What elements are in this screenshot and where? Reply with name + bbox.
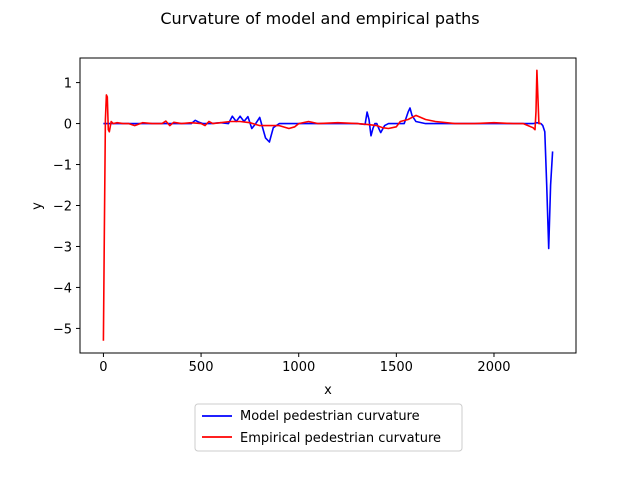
legend-label-model: Model pedestrian curvature [240, 409, 420, 424]
y-tick-label: −5 [53, 322, 72, 337]
legend-frame [194, 403, 463, 452]
y-axis-ticks: 1 0 −1 −2 −3 −4 −5 [53, 77, 80, 337]
series-line-model [103, 107, 554, 250]
series-group [102, 69, 554, 341]
x-tick-label: 2000 [477, 360, 510, 375]
y-tick-label: −1 [53, 159, 72, 174]
x-axis-label: x [324, 383, 332, 398]
legend-label-empirical: Empirical pedestrian curvature [240, 431, 441, 446]
y-tick-label: 0 [64, 118, 72, 133]
plot-area-frame [79, 57, 577, 354]
x-tick-label: 1000 [282, 360, 315, 375]
y-tick-label: −3 [53, 240, 72, 255]
chart-title: Curvature of model and empirical paths [160, 9, 479, 28]
x-tick-label: 1500 [380, 360, 413, 375]
y-axis-label: y [30, 202, 45, 210]
x-tick-label: 0 [99, 360, 107, 375]
y-tick-label: −2 [53, 200, 72, 215]
y-tick-label: 1 [64, 77, 72, 92]
x-tick-label: 500 [189, 360, 214, 375]
x-axis-ticks: 0 500 1000 1500 2000 [99, 353, 511, 375]
y-tick-label: −4 [53, 281, 72, 296]
legend: Model pedestrian curvature Empirical ped… [194, 403, 463, 452]
series-line-empirical [102, 69, 541, 341]
